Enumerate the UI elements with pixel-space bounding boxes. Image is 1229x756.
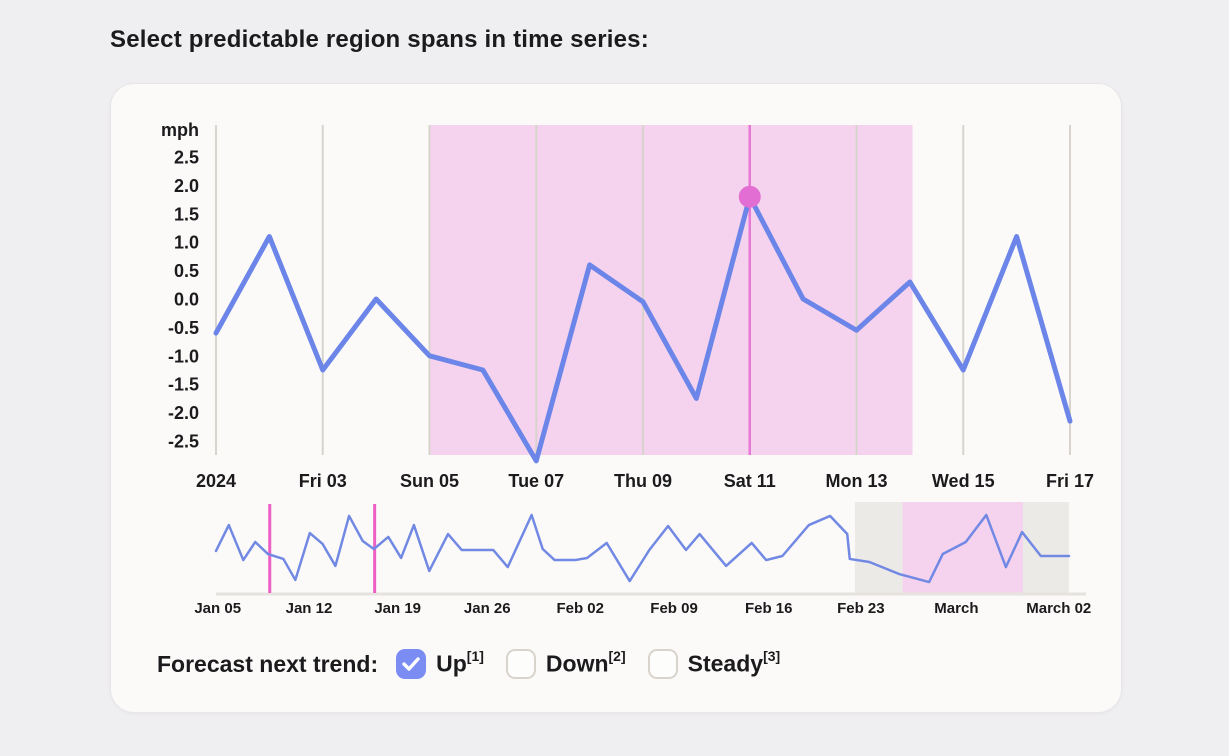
y-tick-label: 0.0 [174,290,199,310]
selected-data-point[interactable] [738,185,761,208]
overview-tick-label: Jan 05 [194,600,241,617]
main-series-line [213,194,1073,464]
y-axis-unit-label: mph [161,120,199,140]
option-down-label: Down[2] [545,648,626,677]
x-tick-label: Sat 11 [724,471,776,491]
overview-pink-region[interactable] [902,502,1023,594]
forecast-option-down[interactable]: Down[2] [505,648,626,679]
overview-tick-label: Feb 16 [745,600,793,617]
overview-tick-label: Jan 19 [374,600,421,617]
option-steady-sup: [3] [763,648,781,665]
y-tick-label: -0.5 [168,318,199,338]
y-tick-label: 2.0 [174,176,199,196]
y-tick-label: -1.5 [168,375,199,395]
chart-svg: 2024 Fri 03 Sun 05 Tue 07 Thu 09 Sat 11 Mon 13… [161,120,1094,617]
overview-tick-label: Feb 02 [556,600,604,617]
checkbox-steady-unchecked[interactable] [647,649,678,679]
x-tick-label: Fri 03 [299,471,347,491]
overview-tick-label: March [934,600,978,617]
y-tick-label: 0.5 [174,261,199,281]
x-tick-label: Tue 07 [508,471,564,491]
y-tick-label: -1.0 [168,346,199,366]
forecast-row: Forecast next trend: Up[1] Down[2] Stead… [157,644,802,684]
overview-tick-label: Feb 09 [650,600,698,617]
checkbox-down-unchecked[interactable] [505,649,536,679]
option-up-sup: [1] [466,648,484,665]
x-tick-label: Fri 17 [1046,471,1094,491]
overview-tick-label: March 02 [1026,600,1091,617]
overview-tick-label: Jan 12 [286,600,333,617]
forecast-label: Forecast next trend: [157,650,379,677]
y-tick-label: 2.5 [174,148,199,168]
forecast-option-steady[interactable]: Steady[3] [647,648,781,679]
forecast-option-up[interactable]: Up[1] [396,648,484,679]
option-down-sup: [2] [608,648,626,665]
y-tick-label: 1.5 [174,204,199,224]
checkbox-up-checked[interactable] [396,649,427,679]
check-icon [402,657,420,671]
x-tick-label: Sun 05 [400,471,459,491]
page-title: Select predictable region spans in time … [110,26,649,53]
option-steady-label: Steady[3] [687,648,781,677]
x-tick-label: 2024 [196,471,236,491]
y-tick-label: -2.0 [168,403,199,423]
chart-card: 2024 Fri 03 Sun 05 Tue 07 Thu 09 Sat 11 Mon 13… [110,83,1122,713]
x-tick-label: Wed 15 [932,471,995,491]
x-tick-label: Thu 09 [614,471,672,491]
overview-series-line [214,513,1071,584]
overview-tick-label: Jan 26 [464,600,511,617]
selected-region-span[interactable] [429,125,913,455]
y-tick-label: 1.0 [174,233,199,253]
overview-tick-label: Feb 23 [837,600,885,617]
y-tick-label: -2.5 [168,432,199,452]
option-up-label: Up[1] [436,648,484,677]
x-tick-label: Mon 13 [825,471,887,491]
